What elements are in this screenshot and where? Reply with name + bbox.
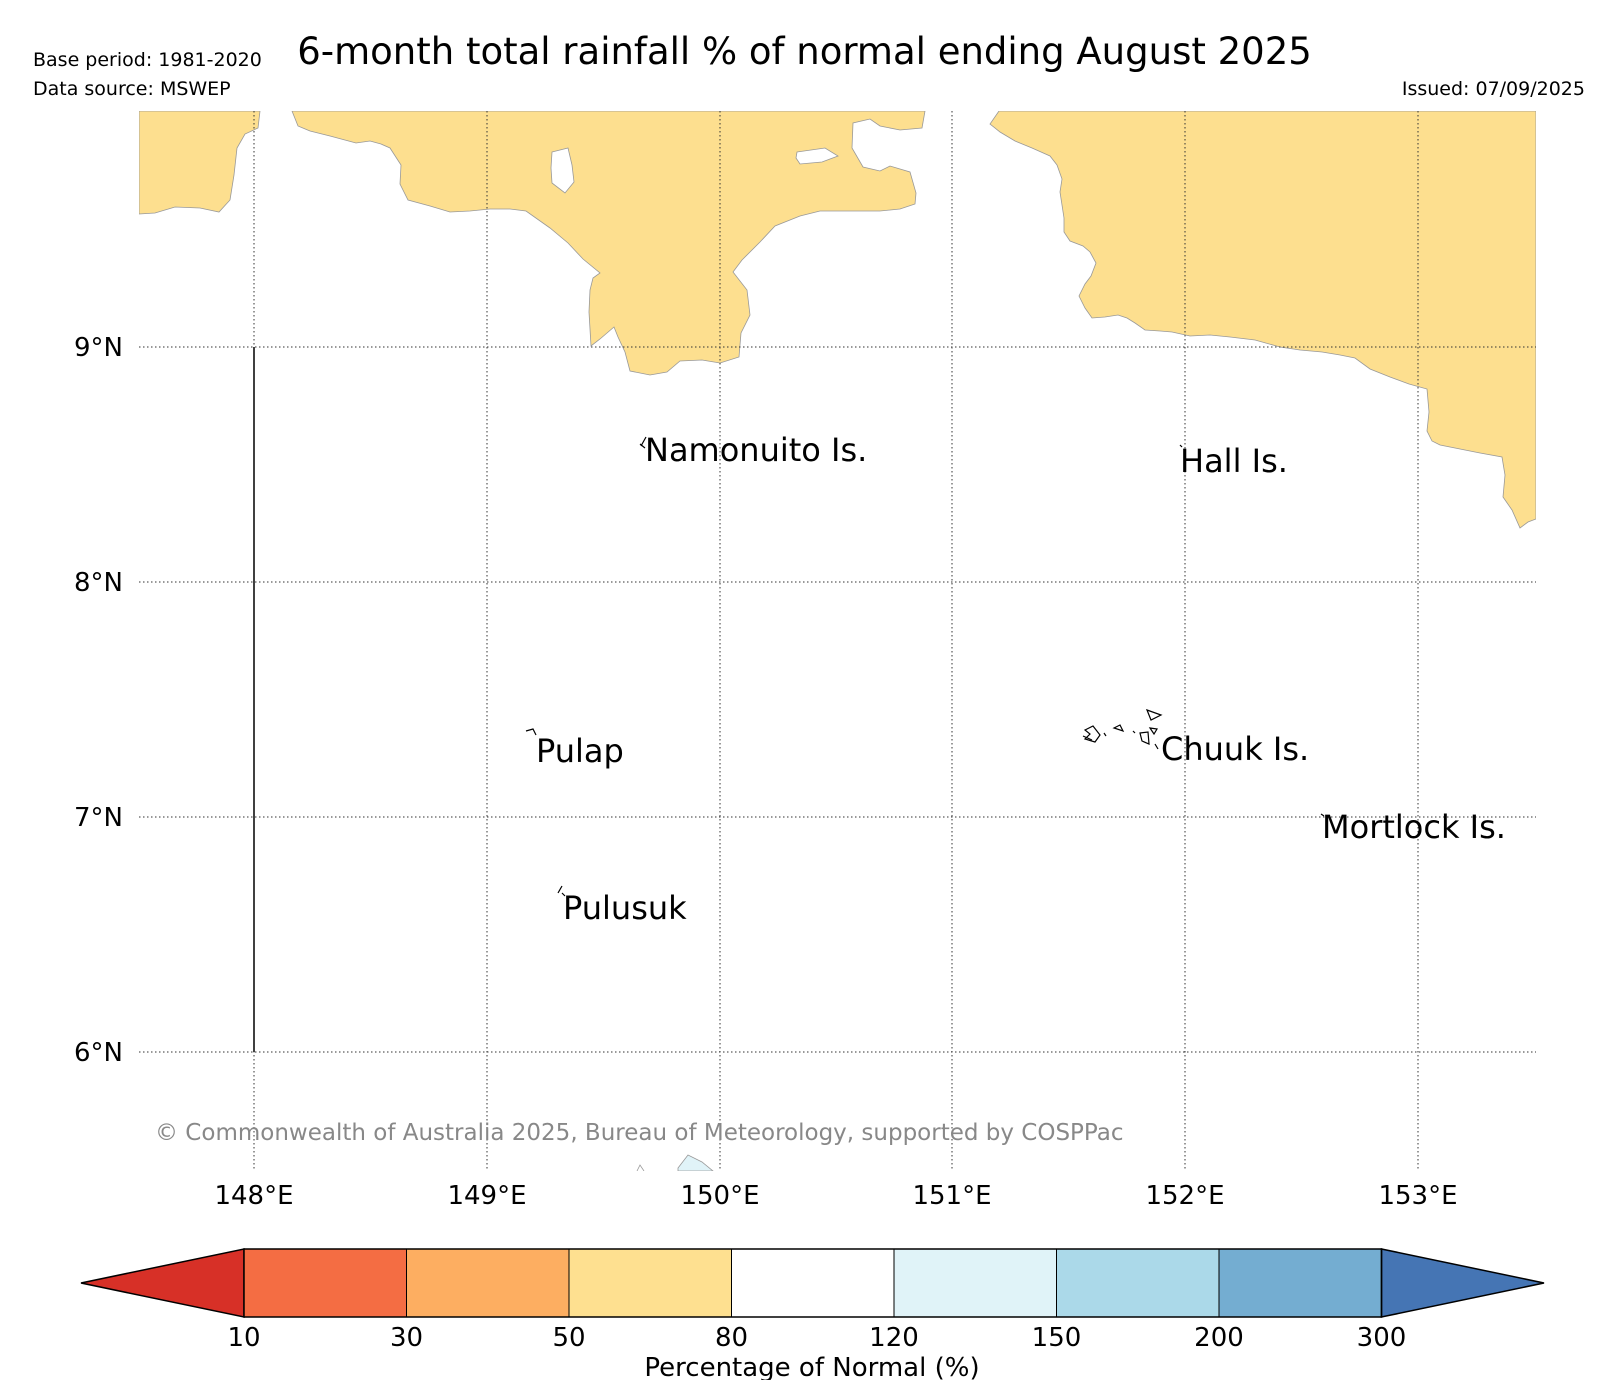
island-hall xyxy=(1179,444,1183,448)
colorbar-tick: 50 xyxy=(552,1323,585,1353)
colorbar-label: Percentage of Normal (%) xyxy=(644,1353,979,1380)
island-mortlock xyxy=(1320,813,1325,817)
place-label-pulap: Pulap xyxy=(536,732,624,770)
colorbar-segment-30-50 xyxy=(406,1248,570,1318)
place-label-hall: Hall Is. xyxy=(1180,442,1288,480)
lon-label: 148°E xyxy=(214,1181,293,1211)
lon-label: 153°E xyxy=(1378,1181,1457,1211)
base-period: Base period: 1981-2020 xyxy=(33,49,262,71)
colorbar-segment-120-150 xyxy=(893,1248,1057,1318)
lake-2 xyxy=(795,147,839,165)
lat-label: 8°N xyxy=(74,568,123,598)
land-region-south-wet xyxy=(677,1154,714,1171)
gridlines xyxy=(139,111,1536,1171)
island-pulap xyxy=(525,728,537,736)
copyright-notice: © Commonwealth of Australia 2025, Bureau… xyxy=(155,1120,1124,1146)
land-layer xyxy=(139,111,1536,1171)
lake-1 xyxy=(550,147,575,194)
colorbar-tick: 30 xyxy=(390,1323,423,1353)
colorbar-extend-low xyxy=(80,1248,245,1318)
lon-label: 150°E xyxy=(680,1181,759,1211)
lat-label: 6°N xyxy=(74,1038,123,1068)
land-region-west xyxy=(139,111,261,215)
lat-label: 7°N xyxy=(74,803,123,833)
colorbar-segment-80-120 xyxy=(731,1248,895,1318)
colorbar-segment-10-30 xyxy=(243,1248,407,1318)
island-pulusuk xyxy=(557,885,566,897)
data-source: Data source: MSWEP xyxy=(33,78,231,100)
colorbar xyxy=(80,1248,1545,1318)
place-label-pulusuk: Pulusuk xyxy=(563,889,687,927)
island-outlines xyxy=(525,436,1325,897)
colorbar-extend-high xyxy=(1380,1248,1545,1318)
colorbar-segment-50-80 xyxy=(568,1248,732,1318)
colorbar-segment-200-300 xyxy=(1218,1248,1382,1318)
colorbar-segment-150-200 xyxy=(1056,1248,1220,1318)
map-title: 6-month total rainfall % of normal endin… xyxy=(297,30,1312,73)
place-label-namonuito: Namonuito Is. xyxy=(645,431,867,469)
island-namonuito xyxy=(639,436,647,449)
lon-label: 151°E xyxy=(912,1181,991,1211)
land-region-north-central xyxy=(291,111,926,376)
lat-label: 9°N xyxy=(74,333,123,363)
colorbar-tick: 150 xyxy=(1032,1323,1082,1353)
colorbar-tick: 80 xyxy=(715,1323,748,1353)
lon-label: 152°E xyxy=(1145,1181,1224,1211)
colorbar-tick: 300 xyxy=(1357,1323,1407,1353)
place-label-mortlock: Mortlock Is. xyxy=(1322,808,1506,846)
colorbar-tick: 200 xyxy=(1194,1323,1244,1353)
place-label-chuuk: Chuuk Is. xyxy=(1161,730,1309,768)
island-chuuk xyxy=(1082,708,1163,750)
land-region-northeast xyxy=(989,111,1536,529)
colorbar-tick: 120 xyxy=(869,1323,919,1353)
lon-label: 149°E xyxy=(447,1181,526,1211)
issued-date: Issued: 07/09/2025 xyxy=(1401,78,1585,100)
islet-south xyxy=(636,1164,645,1171)
colorbar-tick: 10 xyxy=(227,1323,260,1353)
